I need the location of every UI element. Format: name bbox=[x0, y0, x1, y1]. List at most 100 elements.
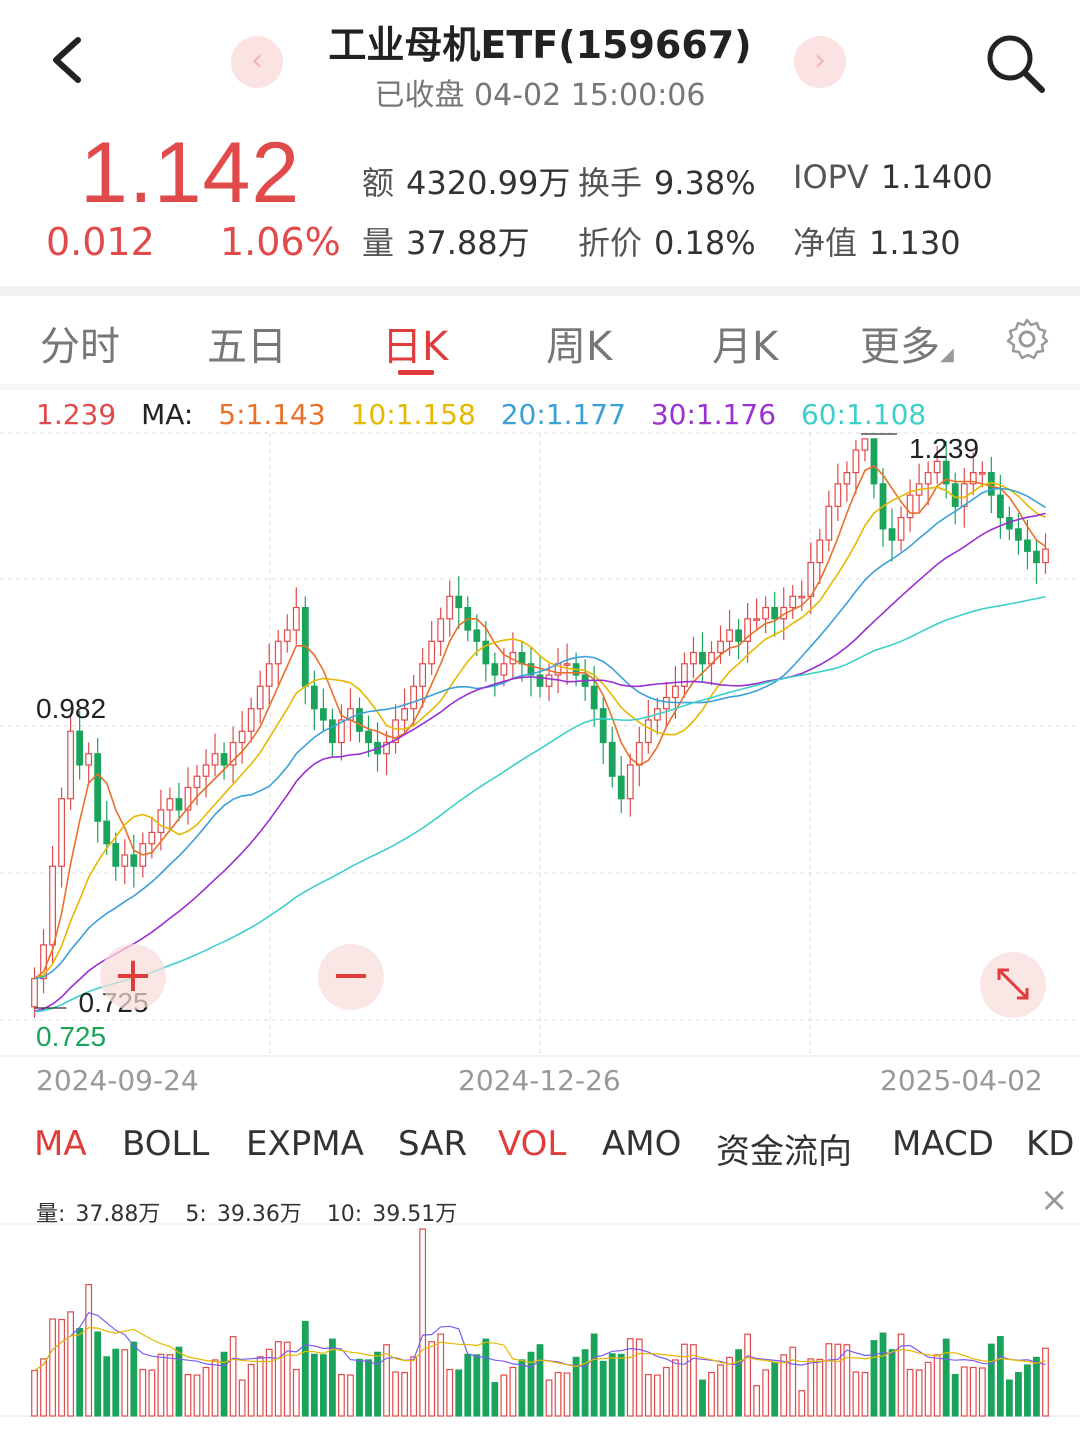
candle-down bbox=[94, 753, 102, 822]
candle-down bbox=[536, 674, 544, 687]
candle-down bbox=[491, 663, 499, 676]
candle-up bbox=[807, 561, 815, 597]
indicator-tab-ma[interactable]: MA bbox=[34, 1124, 87, 1164]
candle-up bbox=[148, 831, 156, 845]
volume-bar-down bbox=[328, 1338, 336, 1417]
next-stock-button[interactable]: › bbox=[794, 36, 846, 88]
candle-up bbox=[229, 741, 237, 766]
indicator-tab-macd[interactable]: MACD bbox=[892, 1124, 994, 1164]
candle-up bbox=[626, 764, 634, 800]
axis-min-label: 0.725 bbox=[36, 1021, 106, 1052]
volume-bar-down bbox=[608, 1353, 616, 1417]
volume-bar-up bbox=[265, 1348, 273, 1417]
volume-bar-up bbox=[1042, 1347, 1049, 1417]
ma20-line bbox=[34, 487, 1046, 980]
fullscreen-button[interactable] bbox=[980, 952, 1046, 1018]
candle-down bbox=[527, 663, 535, 676]
volume-bar-up bbox=[762, 1369, 770, 1417]
volume-bar-down bbox=[103, 1356, 111, 1417]
volume-bar-down bbox=[220, 1351, 228, 1417]
volume-bar-up bbox=[283, 1341, 291, 1417]
price-change: 0.012 bbox=[46, 220, 155, 264]
candle-up bbox=[563, 663, 571, 666]
page-title: 工业母机ETF(159667) bbox=[328, 23, 752, 67]
candle-up bbox=[211, 753, 219, 766]
candle-down bbox=[103, 820, 111, 845]
indicator-tab-boll[interactable]: BOLL bbox=[122, 1124, 210, 1164]
ma-legend-label: MA: bbox=[141, 398, 194, 431]
candle-up bbox=[644, 719, 652, 744]
tab-weekly-k[interactable]: 周K bbox=[546, 324, 613, 370]
candle-up bbox=[717, 640, 724, 654]
indicator-tab-fund-flow[interactable]: 资金流向 bbox=[716, 1132, 852, 1172]
candle-up bbox=[292, 606, 300, 631]
candle-up bbox=[383, 741, 390, 755]
tab-monthly-k[interactable]: 月K bbox=[712, 324, 779, 370]
volume-bar-up bbox=[897, 1333, 905, 1417]
gear-icon[interactable] bbox=[1004, 316, 1050, 362]
volume-bar-up bbox=[238, 1379, 246, 1417]
candle-up bbox=[690, 651, 697, 665]
candle-up bbox=[437, 618, 445, 642]
volume-bar-up bbox=[681, 1343, 688, 1417]
candle-up bbox=[1042, 548, 1049, 564]
volume-bar-down bbox=[1005, 1379, 1013, 1417]
volume-bar-down bbox=[735, 1349, 742, 1417]
candle-up bbox=[247, 708, 255, 732]
volume-bar-up bbox=[644, 1373, 652, 1417]
tab-intraday[interactable]: 分时 bbox=[40, 324, 120, 370]
zoom-in-button[interactable]: + bbox=[100, 944, 166, 1010]
zoom-out-button[interactable]: − bbox=[318, 944, 384, 1010]
volume-ma10-line bbox=[34, 1326, 1046, 1372]
volume-bar-down bbox=[699, 1379, 706, 1417]
volume-bar-up bbox=[798, 1390, 806, 1417]
indicator-tab-amo[interactable]: AMO bbox=[602, 1124, 682, 1164]
volume-bar-up bbox=[184, 1373, 192, 1417]
volume-bar-up bbox=[924, 1361, 932, 1417]
candle-down bbox=[220, 753, 228, 766]
volume-bar-down bbox=[951, 1373, 959, 1417]
search-icon[interactable] bbox=[980, 28, 1050, 98]
ma5-line bbox=[34, 464, 1046, 980]
tab-daily-k[interactable]: 日K bbox=[382, 324, 449, 370]
indicator-tab-sar[interactable]: SAR bbox=[398, 1124, 468, 1164]
expand-icon bbox=[997, 968, 1029, 1000]
volume-bar-down bbox=[94, 1331, 102, 1417]
volume-bar-up bbox=[428, 1341, 436, 1417]
ma30-line bbox=[34, 512, 1046, 1013]
volume-bar-up bbox=[563, 1372, 571, 1417]
candle-up bbox=[662, 696, 670, 710]
volume-bar-up bbox=[635, 1338, 643, 1417]
indicator-tab-vol[interactable]: VOL bbox=[498, 1124, 567, 1164]
close-icon[interactable]: × bbox=[1040, 1180, 1069, 1220]
candle-down bbox=[888, 528, 896, 541]
volume-bar-down bbox=[987, 1343, 995, 1417]
candle-down bbox=[310, 685, 318, 710]
candle-up bbox=[843, 472, 851, 485]
indicator-tab-expma[interactable]: EXPMA bbox=[246, 1124, 364, 1164]
volume-bar-down bbox=[518, 1359, 526, 1417]
volume-bar-up bbox=[816, 1358, 824, 1417]
triangle-down-icon: ◢ bbox=[940, 344, 954, 365]
indicator-tab-kd[interactable]: KD bbox=[1026, 1124, 1075, 1164]
tab-more[interactable]: 更多◢ bbox=[860, 324, 954, 370]
candle-up bbox=[184, 786, 192, 811]
candle-up bbox=[49, 865, 56, 946]
candle-down bbox=[617, 775, 625, 800]
volume-bar-up bbox=[419, 1228, 427, 1417]
candle-down bbox=[870, 438, 878, 485]
candle-down bbox=[112, 843, 120, 867]
candle-up bbox=[978, 472, 986, 475]
candle-up bbox=[166, 798, 174, 811]
candle-up bbox=[410, 685, 418, 710]
volume-bar-up bbox=[139, 1368, 147, 1417]
ma-legend-price: 1.239 bbox=[36, 398, 117, 431]
tab-five-day[interactable]: 五日 bbox=[207, 324, 287, 370]
ma20-legend: 20:1.177 bbox=[500, 398, 626, 431]
back-arrow-icon[interactable] bbox=[42, 30, 102, 90]
volume-bar-up bbox=[906, 1368, 914, 1417]
prev-stock-button[interactable]: ‹ bbox=[231, 36, 283, 88]
volume-bar-down bbox=[319, 1354, 327, 1417]
candle-down bbox=[482, 640, 490, 665]
